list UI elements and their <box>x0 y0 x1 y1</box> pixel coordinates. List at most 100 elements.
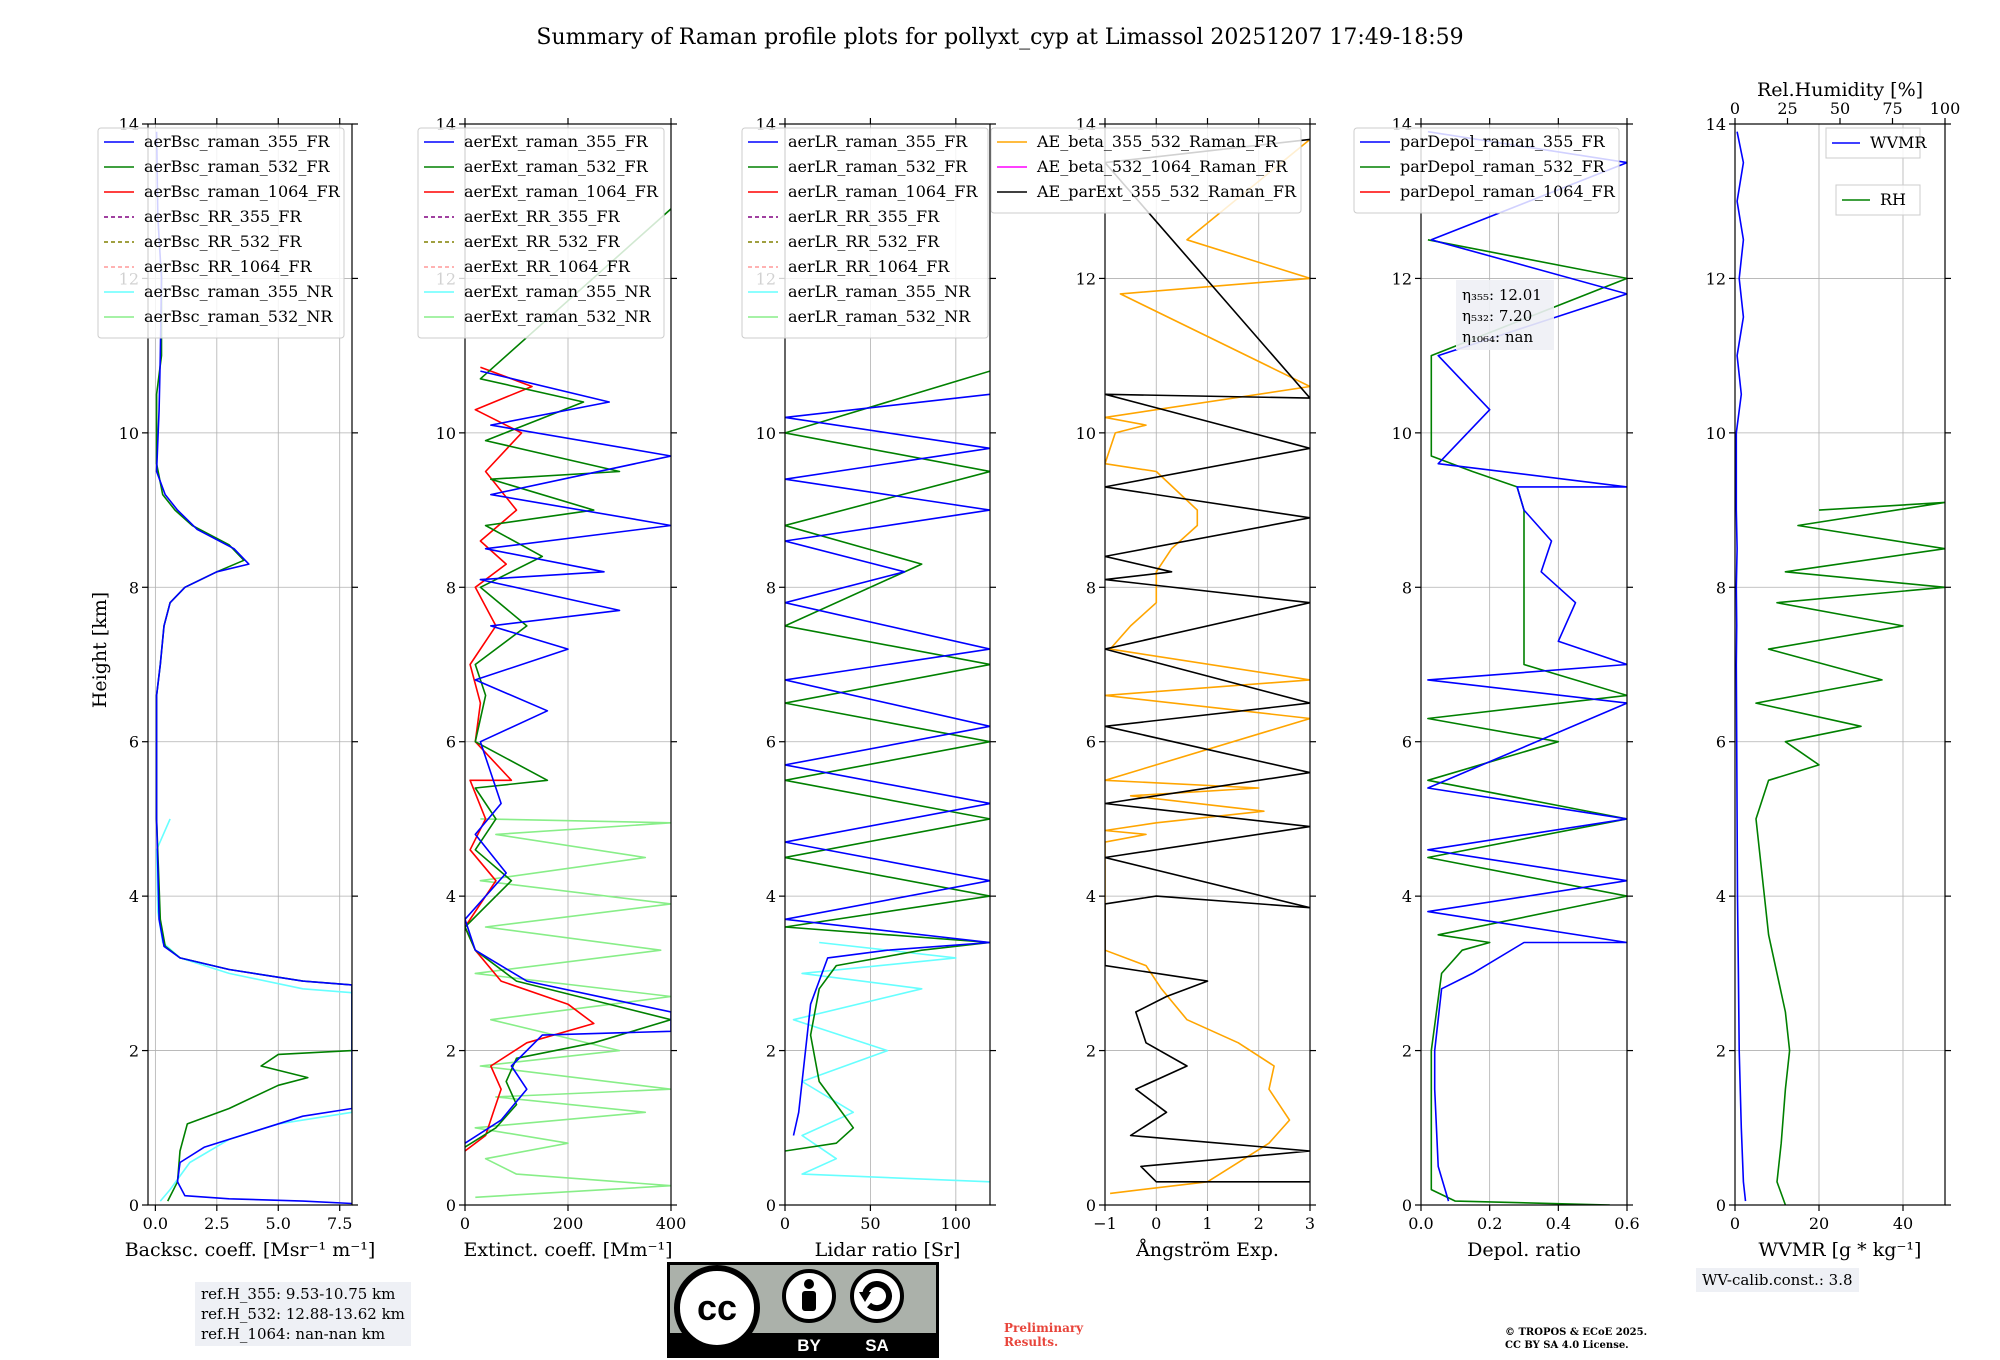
y-tick-label: 4 <box>766 887 776 906</box>
ref-height-355: ref.H_355: 9.53-10.75 km <box>201 1285 396 1303</box>
x-tick-label: 0.4 <box>1546 1214 1571 1233</box>
legend-item: aerBsc_raman_355_FR <box>144 132 330 151</box>
wv-calibration-box: WV-calib.const.: 3.8 <box>1696 1268 1859 1292</box>
top-x-tick-label: 100 <box>1930 99 1961 118</box>
legend-box <box>417 127 665 339</box>
cc-badge-text: cc <box>697 1287 737 1328</box>
x-axis-label: Depol. ratio <box>1467 1239 1581 1261</box>
series-aerLR_raman_355_NR <box>792 941 990 1183</box>
series-aerBsc_raman_355_NR <box>155 818 352 1202</box>
y-tick-label: 8 <box>766 578 776 597</box>
reference-heights-box: ref.H_355: 9.53-10.75 km ref.H_532: 12.8… <box>195 1282 411 1346</box>
y-tick-label: 4 <box>129 887 139 906</box>
x-tick-label: 2 <box>1254 1214 1264 1233</box>
y-tick-label: 2 <box>1086 1042 1096 1061</box>
annotation-text: η₃₅₅: 12.01 <box>1462 286 1542 304</box>
y-tick-label: 8 <box>1716 578 1726 597</box>
panel-ext: 024681012140200400Extinct. coeff. [Mm⁻¹]… <box>417 115 686 1261</box>
legend-item: aerExt_raman_355_FR <box>464 132 649 151</box>
legend-box <box>97 127 345 339</box>
y-tick-label: 2 <box>1716 1042 1726 1061</box>
y-tick-label: 0 <box>1716 1196 1726 1215</box>
y-tick-label: 10 <box>1076 424 1096 443</box>
y-tick-label: 4 <box>1402 887 1412 906</box>
y-tick-label: 4 <box>446 887 456 906</box>
y-tick-label: 0 <box>766 1196 776 1215</box>
y-tick-label: 2 <box>446 1042 456 1061</box>
top-x-tick-label: 75 <box>1882 99 1902 118</box>
series-aerExt_raman_532_FR <box>465 208 671 1148</box>
legend-box <box>1353 127 1620 214</box>
y-tick-label: 10 <box>1392 424 1412 443</box>
x-tick-label: 5.0 <box>266 1214 291 1233</box>
series-aerLR_raman_532_FR <box>785 370 990 1152</box>
series-aerLR_raman_355_FR <box>785 393 990 1136</box>
x-tick-label: 50 <box>860 1214 880 1233</box>
y-tick-label: 8 <box>446 578 456 597</box>
y-tick-label: 12 <box>1706 269 1726 288</box>
x-axis-label: Backsc. coeff. [Msr⁻¹ m⁻¹] <box>125 1239 376 1261</box>
copyright-line-2: CC BY SA 4.0 License. <box>1505 1340 1629 1351</box>
panel-lr: 02468101214050100Lidar ratio [Sr]aerLR_r… <box>741 115 996 1261</box>
y-tick-label: 10 <box>436 424 456 443</box>
y-tick-label: 4 <box>1716 887 1726 906</box>
y-tick-label: 2 <box>766 1042 776 1061</box>
annotation-text: η₅₃₂: 7.20 <box>1462 307 1532 325</box>
figure-title: Summary of Raman profile plots for polly… <box>536 25 1463 50</box>
x-tick-label: 0 <box>780 1214 790 1233</box>
legend-item: aerExt_raman_1064_FR <box>464 182 659 201</box>
legend-item: aerLR_RR_532_FR <box>788 232 940 251</box>
x-tick-label: 200 <box>553 1214 584 1233</box>
legend-item: parDepol_raman_1064_FR <box>1400 182 1616 201</box>
y-tick-label: 0 <box>1086 1196 1096 1215</box>
x-tick-label: 0 <box>1730 1214 1740 1233</box>
annotation-box <box>1456 280 1554 350</box>
axes-frame <box>1420 123 1628 1206</box>
series-group <box>1427 130 1627 1205</box>
y-tick-label: 6 <box>446 733 456 752</box>
series-aerBsc_raman_355_FR <box>155 131 352 1205</box>
legend-box <box>741 127 989 339</box>
x-tick-label: 0 <box>460 1214 470 1233</box>
x-tick-label: 40 <box>1893 1214 1913 1233</box>
ref-height-1064: ref.H_1064: nan-nan km <box>201 1325 386 1343</box>
y-tick-label: 0 <box>129 1196 139 1215</box>
series-group <box>1735 131 1945 1205</box>
legend-item: aerExt_RR_532_FR <box>464 232 621 251</box>
legend-item: aerLR_RR_355_FR <box>788 207 940 226</box>
legend-item: aerBsc_RR_355_FR <box>144 207 302 226</box>
legend-box <box>990 127 1302 214</box>
legend-item: aerExt_RR_355_FR <box>464 207 621 226</box>
y-tick-label: 6 <box>129 733 139 752</box>
legend-item: aerBsc_raman_355_NR <box>144 282 333 301</box>
y-tick-label: 6 <box>1086 733 1096 752</box>
x-tick-label: 1 <box>1202 1214 1212 1233</box>
copyright-line-1: © TROPOS & ECoE 2025. <box>1505 1327 1648 1338</box>
y-tick-label: 0 <box>1402 1196 1412 1215</box>
y-tick-label: 8 <box>1086 578 1096 597</box>
legend-item: aerLR_RR_1064_FR <box>788 257 950 276</box>
y-tick-label: 2 <box>129 1042 139 1061</box>
legend-item: aerBsc_raman_1064_FR <box>144 182 341 201</box>
x-axis-label: Lidar ratio [Sr] <box>815 1239 961 1261</box>
legend-item: aerExt_raman_532_NR <box>464 307 652 326</box>
wv-calib-const: WV-calib.const.: 3.8 <box>1702 1271 1853 1289</box>
legend-item: aerLR_raman_355_FR <box>788 132 968 151</box>
x-axis-label: Extinct. coeff. [Mm⁻¹] <box>463 1239 672 1261</box>
x-tick-label: 0.6 <box>1614 1214 1639 1233</box>
x-axis-label: Ångström Exp. <box>1135 1239 1279 1261</box>
legend-item: parDepol_raman_532_FR <box>1400 157 1606 176</box>
series-WVMR <box>1735 131 1747 1202</box>
legend-item: aerExt_raman_355_NR <box>464 282 652 301</box>
y-tick-label: 8 <box>129 578 139 597</box>
series-parDepol_raman_355_FR <box>1427 130 1627 1202</box>
y-tick-label: 12 <box>1392 269 1412 288</box>
x-tick-label: −1 <box>1093 1214 1117 1233</box>
legend-item: RH <box>1880 190 1906 209</box>
series-aerExt_raman_355_FR <box>465 370 671 1144</box>
y-tick-label: 8 <box>1402 578 1412 597</box>
